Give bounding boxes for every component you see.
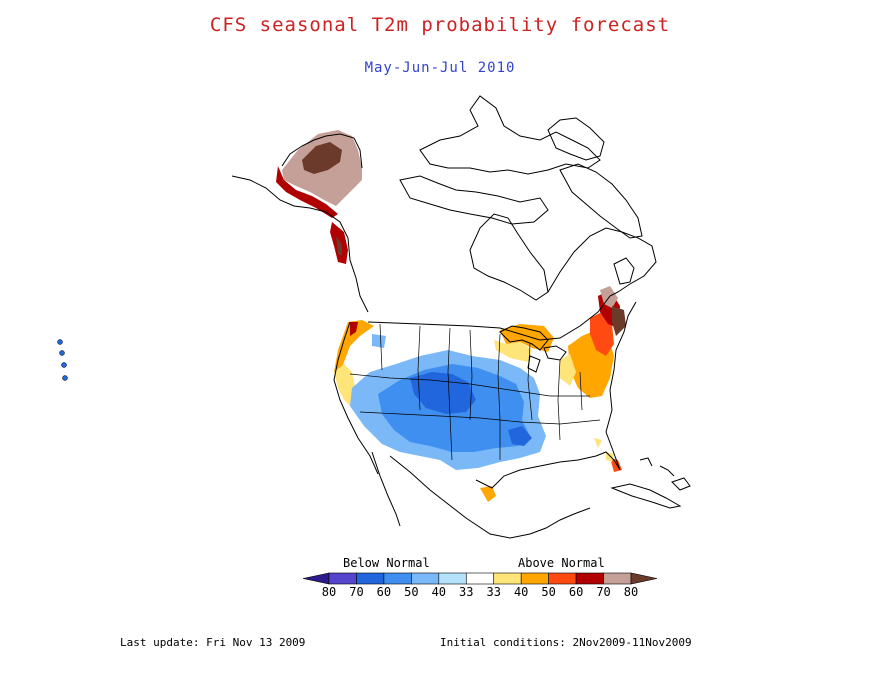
alaska-panhandle-80 xyxy=(336,236,342,256)
map-subtitle: May-Jun-Jul 2010 xyxy=(364,60,516,76)
legend-bin-4 xyxy=(411,572,440,585)
initial-conditions-text: Initial conditions: 2Nov2009-11Nov2009 xyxy=(440,636,692,649)
forecast-map xyxy=(57,95,691,539)
hawaii-islands xyxy=(57,339,68,381)
greatlakes-above-40 xyxy=(494,340,532,362)
alaska-coast-70 xyxy=(276,166,338,218)
arctic-islands-1 xyxy=(419,95,601,175)
greatlakes-above-50 xyxy=(500,324,554,352)
bahamas xyxy=(639,457,675,477)
legend-bin-6 xyxy=(465,572,495,585)
probability-fills xyxy=(276,130,626,502)
legend-bin-12 xyxy=(630,572,658,585)
legend-bin-0 xyxy=(302,572,330,585)
legend-tick-label: 70 xyxy=(596,585,610,599)
pnw-coast-50 xyxy=(334,320,374,380)
pnw-coast-70 xyxy=(350,322,358,336)
us-west-coast xyxy=(333,321,379,475)
legend-tick-label: 60 xyxy=(569,585,583,599)
hudson-bay xyxy=(469,213,549,301)
alaska-outline xyxy=(231,133,369,313)
legend-bin-2 xyxy=(356,572,385,585)
legend-bin-8 xyxy=(520,572,549,585)
california-coast-40 xyxy=(334,364,356,410)
carolina-above-40 xyxy=(594,438,602,448)
legend-tick-label: 80 xyxy=(322,585,336,599)
legend-tick-label: 33 xyxy=(459,585,473,599)
legend-bin-10 xyxy=(575,572,604,585)
baffin-island xyxy=(559,163,643,239)
alaska-above-90 xyxy=(302,142,342,174)
texas-above-50 xyxy=(480,486,496,502)
us-below-60-south xyxy=(508,426,532,446)
cuba xyxy=(610,483,682,509)
last-update-text: Last update: Fri Nov 13 2009 xyxy=(120,636,306,649)
newfoundland xyxy=(613,257,635,285)
northeast-above-40 xyxy=(560,354,576,386)
greenland-edge xyxy=(547,117,605,161)
maine-above-90 xyxy=(612,306,626,336)
legend-tick-label: 70 xyxy=(349,585,363,599)
legend-bin-7 xyxy=(493,572,522,585)
hispaniola xyxy=(671,477,691,491)
legend-tick-label: 60 xyxy=(377,585,391,599)
us-east-coast xyxy=(609,301,637,411)
legend-tick-label: 50 xyxy=(541,585,555,599)
labrador-coast xyxy=(547,227,657,297)
legend-bin-9 xyxy=(548,572,577,585)
legend-bin-5 xyxy=(438,572,467,585)
mexico-outline xyxy=(389,455,591,539)
oregon-below-40 xyxy=(372,334,386,348)
us-below-60 xyxy=(410,372,476,414)
legend-bin-3 xyxy=(383,572,412,585)
gulf-coast xyxy=(475,409,621,489)
baja-outline xyxy=(371,451,401,527)
legend-tick-label: 40 xyxy=(514,585,528,599)
legend-tick-label: 33 xyxy=(487,585,501,599)
state-boundaries xyxy=(349,323,601,461)
legend-below-label: Below Normal xyxy=(343,556,430,570)
legend-bin-1 xyxy=(328,572,357,585)
legend-above-label: Above Normal xyxy=(518,556,605,570)
legend-tick-label: 40 xyxy=(432,585,446,599)
map-outlines xyxy=(231,95,691,539)
arctic-islands-2 xyxy=(399,175,549,225)
us-canada-border xyxy=(367,295,611,341)
legend-tick-label: 80 xyxy=(624,585,638,599)
legend-tick-label: 50 xyxy=(404,585,418,599)
legend-bin-11 xyxy=(603,572,632,585)
map-title: CFS seasonal T2m probability forecast xyxy=(209,14,671,36)
